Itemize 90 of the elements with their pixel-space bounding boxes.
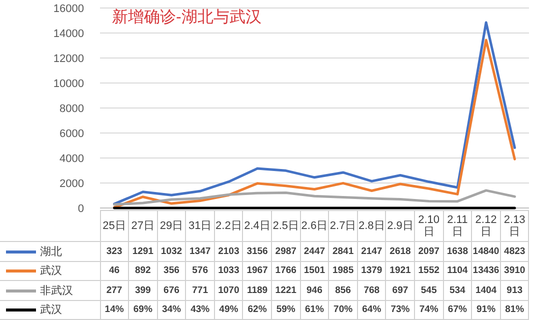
x-tick-label: 2.11日	[443, 210, 472, 242]
data-label: 1189	[242, 280, 272, 300]
x-tick-label: 2.4日	[242, 210, 272, 242]
legend-label: 武汉	[40, 265, 62, 278]
data-label: 1766	[272, 261, 300, 280]
data-label: 1921	[386, 261, 415, 280]
data-label: 946	[300, 280, 329, 300]
data-label: 1638	[443, 242, 472, 261]
x-tick-label: 31日	[186, 210, 214, 242]
data-label: 277	[100, 280, 129, 300]
data-label: 91%	[472, 300, 500, 320]
data-label: 1967	[242, 261, 272, 280]
data-label: 62%	[242, 300, 272, 320]
data-label: 1404	[472, 280, 500, 300]
data-label: 1221	[272, 280, 300, 300]
x-tick-label: 2.10日	[414, 210, 444, 242]
data-label: 399	[128, 280, 158, 300]
data-label: 534	[443, 280, 472, 300]
data-label: 61%	[300, 300, 329, 320]
x-tick-label: 25日	[100, 210, 129, 242]
y-tick-label: 6000	[60, 128, 84, 140]
y-tick-label: 8000	[60, 103, 84, 115]
data-label: 2447	[300, 242, 329, 261]
x-tick-label: 2.8日	[357, 210, 386, 242]
data-label: 46	[100, 261, 129, 280]
data-label: 892	[128, 261, 158, 280]
data-label: 59%	[272, 300, 300, 320]
data-label: 13436	[472, 261, 500, 280]
data-label: 697	[386, 280, 415, 300]
data-label: 49%	[214, 300, 243, 320]
data-label: 69%	[128, 300, 158, 320]
chart-title: 新增确诊-湖北与武汉	[112, 8, 262, 26]
data-label: 2841	[328, 242, 358, 261]
x-tick-label: 2.13日	[500, 210, 529, 242]
y-tick-label: 4000	[60, 153, 84, 165]
data-label: 67%	[443, 300, 472, 320]
data-label: 1379	[357, 261, 386, 280]
data-label: 64%	[357, 300, 386, 320]
y-tick-label: 14000	[53, 28, 84, 40]
data-label: 1032	[157, 242, 186, 261]
data-label: 1501	[300, 261, 329, 280]
y-tick-label: 2000	[60, 178, 84, 190]
data-label: 576	[186, 261, 214, 280]
data-label: 771	[186, 280, 214, 300]
line-series	[113, 189, 516, 206]
data-label: 14%	[100, 300, 129, 320]
data-label: 43%	[186, 300, 214, 320]
data-label: 1291	[128, 242, 158, 261]
data-label: 2097	[414, 242, 444, 261]
data-label: 1033	[214, 261, 243, 280]
data-label: 3910	[500, 261, 529, 280]
data-label: 70%	[328, 300, 358, 320]
legend-label: 非武汉	[40, 284, 73, 297]
data-label: 1552	[414, 261, 444, 280]
data-label: 676	[157, 280, 186, 300]
x-tick-label: 2.6日	[300, 210, 329, 242]
x-tick-label: 2.5日	[272, 210, 300, 242]
legend-label: 湖北	[40, 246, 62, 258]
y-tick-label: 16000	[53, 3, 84, 15]
data-label: 4823	[500, 242, 529, 261]
data-label: 1347	[186, 242, 214, 261]
data-label: 913	[500, 280, 529, 300]
data-label: 768	[357, 280, 386, 300]
y-tick-label: 10000	[53, 78, 84, 90]
x-tick-label: 29日	[157, 210, 186, 242]
data-label: 3156	[242, 242, 272, 261]
data-label: 74%	[414, 300, 444, 320]
legend-label: 武汉	[40, 304, 62, 316]
x-tick-label: 27日	[128, 210, 158, 242]
data-label: 34%	[157, 300, 186, 320]
x-tick-label: 2.12日	[472, 210, 500, 242]
data-label: 356	[157, 261, 186, 280]
x-tick-label: 2.2日	[214, 210, 243, 242]
data-label: 73%	[386, 300, 415, 320]
data-label: 856	[328, 280, 358, 300]
data-label: 2987	[272, 242, 300, 261]
data-label: 81%	[500, 300, 529, 320]
data-label: 2618	[386, 242, 415, 261]
data-label: 323	[100, 242, 129, 261]
x-tick-label: 2.9日	[386, 210, 415, 242]
data-label: 14840	[472, 242, 500, 261]
data-label: 2103	[214, 242, 243, 261]
data-label: 545	[414, 280, 444, 300]
data-label: 1070	[214, 280, 243, 300]
data-label: 1104	[443, 261, 472, 280]
data-label: 1985	[328, 261, 358, 280]
data-label: 2147	[357, 242, 386, 261]
y-tick-label: 0	[78, 203, 84, 215]
x-tick-label: 2.7日	[328, 210, 358, 242]
y-tick-label: 12000	[53, 53, 84, 65]
